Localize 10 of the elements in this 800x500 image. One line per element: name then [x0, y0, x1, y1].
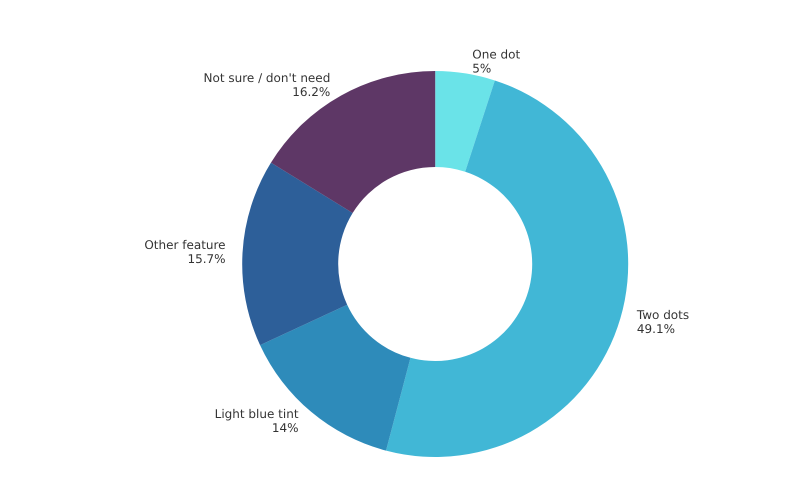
data-label: 16.2%: [292, 84, 330, 99]
slice-label: Light blue tint: [214, 407, 299, 422]
slice-label: One dot: [472, 48, 520, 62]
data-label: 49.1%: [636, 322, 676, 336]
slice-label: Not sure / don't need: [204, 70, 330, 85]
slice-label: Two dots: [636, 308, 690, 322]
data-label: 15.7%: [187, 252, 226, 266]
slice-label: Other feature: [144, 238, 226, 252]
data-label: 5%: [472, 62, 492, 76]
data-label: 14%: [272, 421, 299, 436]
